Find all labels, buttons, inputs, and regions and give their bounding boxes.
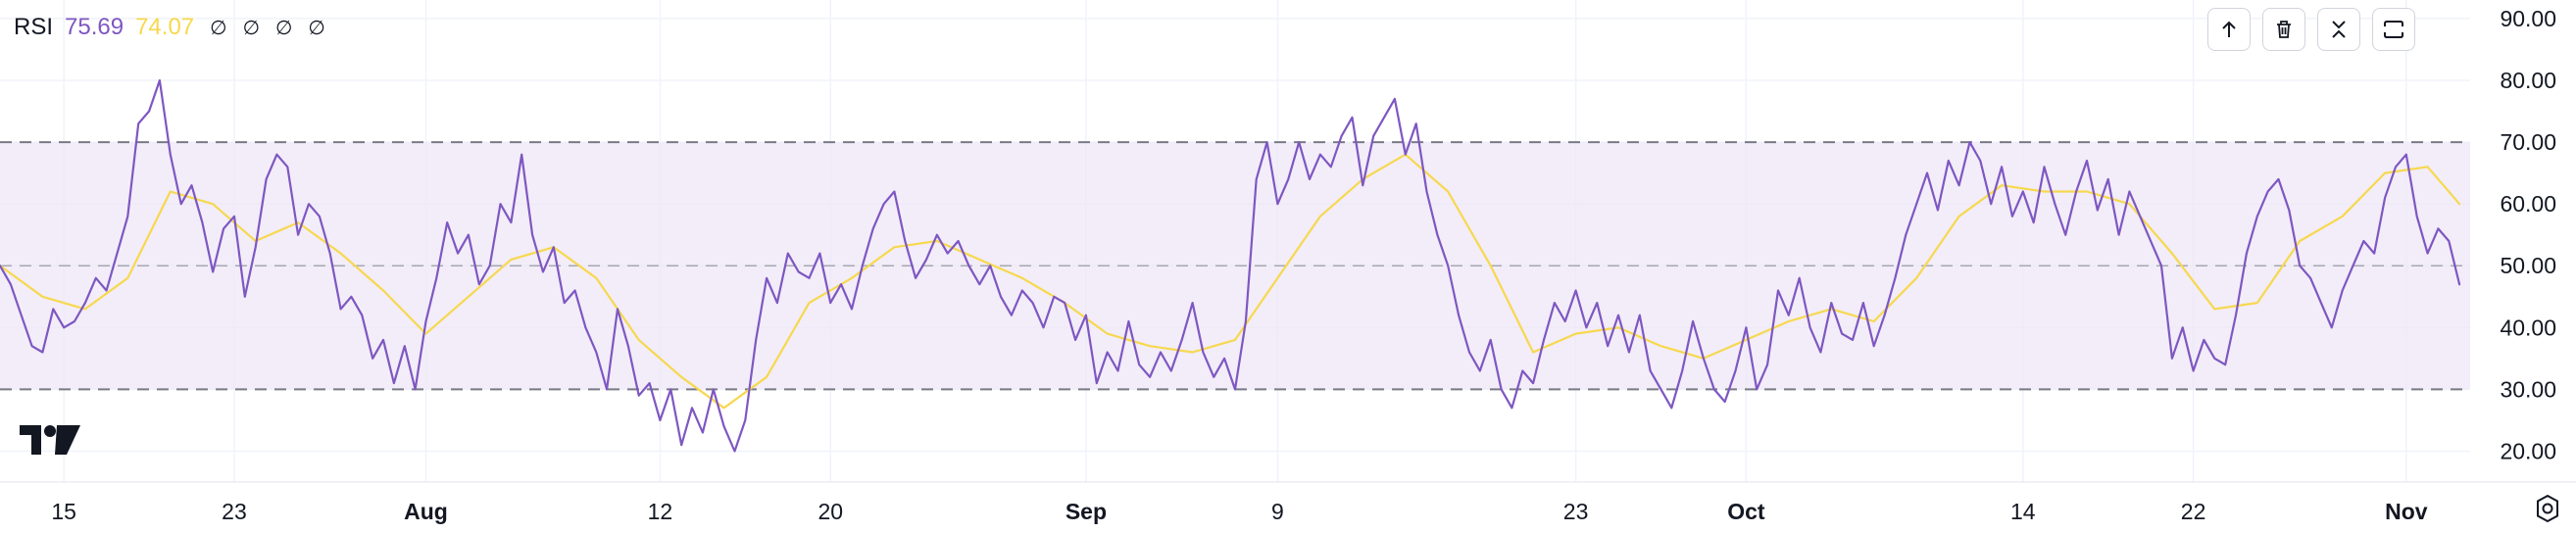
series-layer	[0, 78, 2461, 453]
y-axis: 20.00 30.00 40.00 50.00 60.00 70.00 80.00 90.00	[2500, 6, 2556, 464]
x-tick-label: 23	[1563, 499, 1589, 524]
y-tick-label: 70.00	[2500, 129, 2556, 155]
y-tick-label: 60.00	[2500, 191, 2556, 217]
y-tick-label: 90.00	[2500, 6, 2556, 31]
move-up-button[interactable]	[2207, 8, 2251, 51]
indicator-name[interactable]: RSI	[14, 14, 54, 40]
x-tick-label: 22	[2181, 499, 2206, 524]
x-tick-label: Sep	[1065, 499, 1107, 524]
trash-icon	[2277, 21, 2291, 38]
x-tick-label: 14	[2010, 499, 2036, 524]
arrow-up-icon	[2222, 21, 2236, 37]
ma-value: 74.07	[135, 14, 195, 40]
tradingview-logo[interactable]	[20, 425, 80, 461]
y-tick-label: 20.00	[2500, 438, 2556, 463]
pane-toolbar	[2207, 8, 2415, 51]
na-value: ∅	[274, 17, 293, 39]
fullscreen-icon	[2384, 21, 2403, 38]
na-value: ∅	[308, 17, 325, 39]
collapse-button[interactable]	[2317, 8, 2360, 51]
y-tick-label: 40.00	[2500, 315, 2556, 340]
rsi-value: 75.69	[65, 14, 124, 40]
x-tick-label: 9	[1271, 499, 1284, 524]
na-value: ∅	[242, 17, 260, 39]
chart-settings[interactable]	[2533, 494, 2562, 528]
y-tick-label: 30.00	[2500, 376, 2556, 402]
x-tick-label: 15	[51, 499, 76, 524]
tradingview-logo-icon	[20, 425, 80, 455]
x-tick-label: 23	[222, 499, 247, 524]
gear-icon	[2537, 494, 2558, 523]
x-tick-label: Nov	[2385, 499, 2428, 524]
x-tick-label: 20	[817, 499, 843, 524]
x-tick-label: Oct	[1727, 499, 1765, 524]
rsi-line	[0, 78, 2461, 453]
y-tick-label: 50.00	[2500, 253, 2556, 278]
maximize-button[interactable]	[2372, 8, 2415, 51]
x-axis: 15 23 Aug 12 20 Sep 9 23 Oct 14 22 Nov	[51, 499, 2427, 524]
x-tick-label: Aug	[404, 499, 448, 524]
na-value: ∅	[210, 17, 227, 39]
collapse-icon	[2332, 21, 2346, 38]
indicator-legend: RSI 75.69 74.07 ∅ ∅ ∅ ∅	[14, 14, 325, 41]
rsi-ma-line	[0, 153, 2461, 410]
y-tick-label: 80.00	[2500, 68, 2556, 93]
delete-button[interactable]	[2262, 8, 2305, 51]
x-tick-label: 12	[648, 499, 673, 524]
